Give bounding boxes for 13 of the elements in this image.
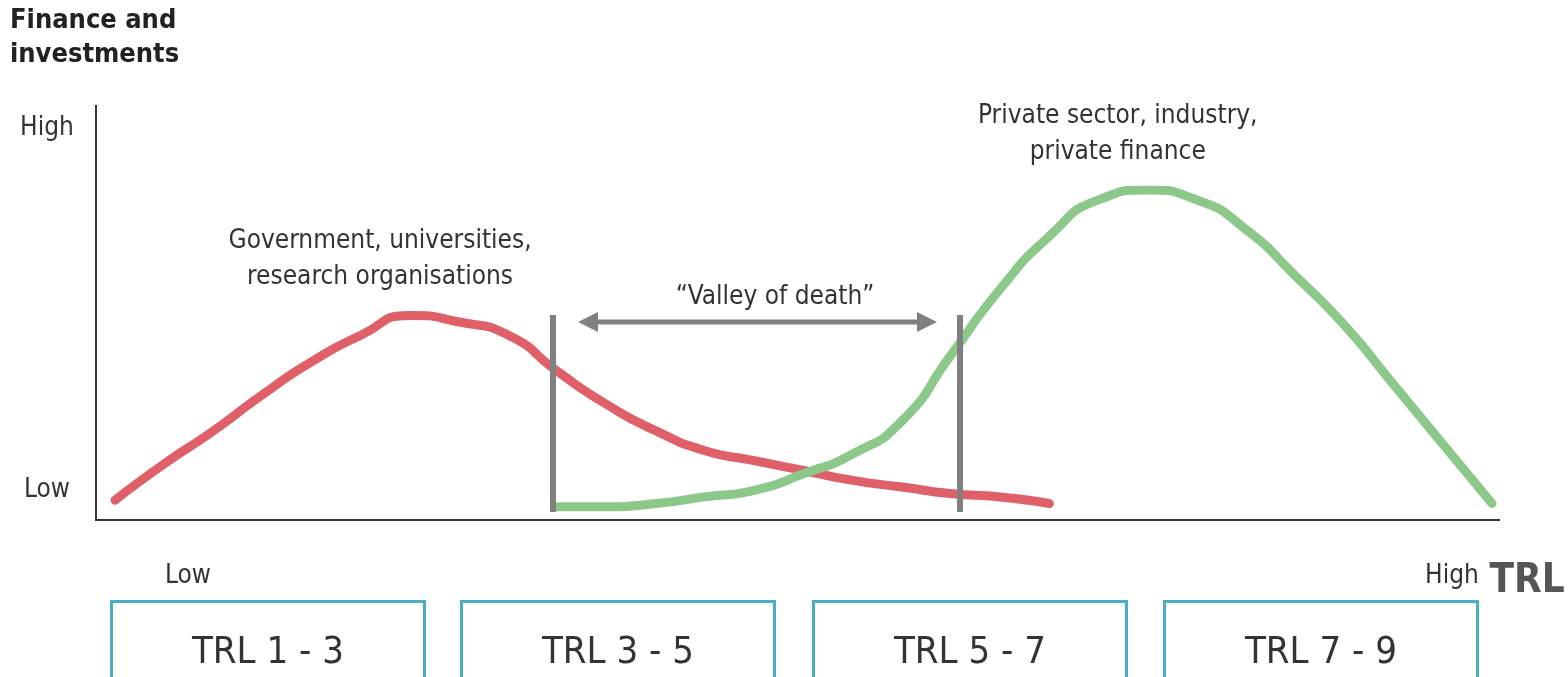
y-axis-title: Finance and investments: [10, 2, 181, 70]
series-label: Government, universities, research organisations: [227, 223, 533, 293]
annotation: “Valley of death”: [675, 280, 875, 310]
text: Low: [164, 559, 212, 589]
text: TRL 1 - 3: [191, 628, 345, 672]
text: Low: [23, 473, 71, 503]
text: TRL 7 - 9: [1244, 628, 1398, 672]
text: High: [1425, 559, 1479, 589]
text: Private sector, industry, private finance: [976, 98, 1259, 167]
x-axis-title: TRL: [1489, 555, 1565, 601]
text: TRL 5 - 7: [893, 628, 1047, 672]
text: TRL 3 - 5: [541, 628, 695, 672]
text: High: [20, 111, 74, 141]
